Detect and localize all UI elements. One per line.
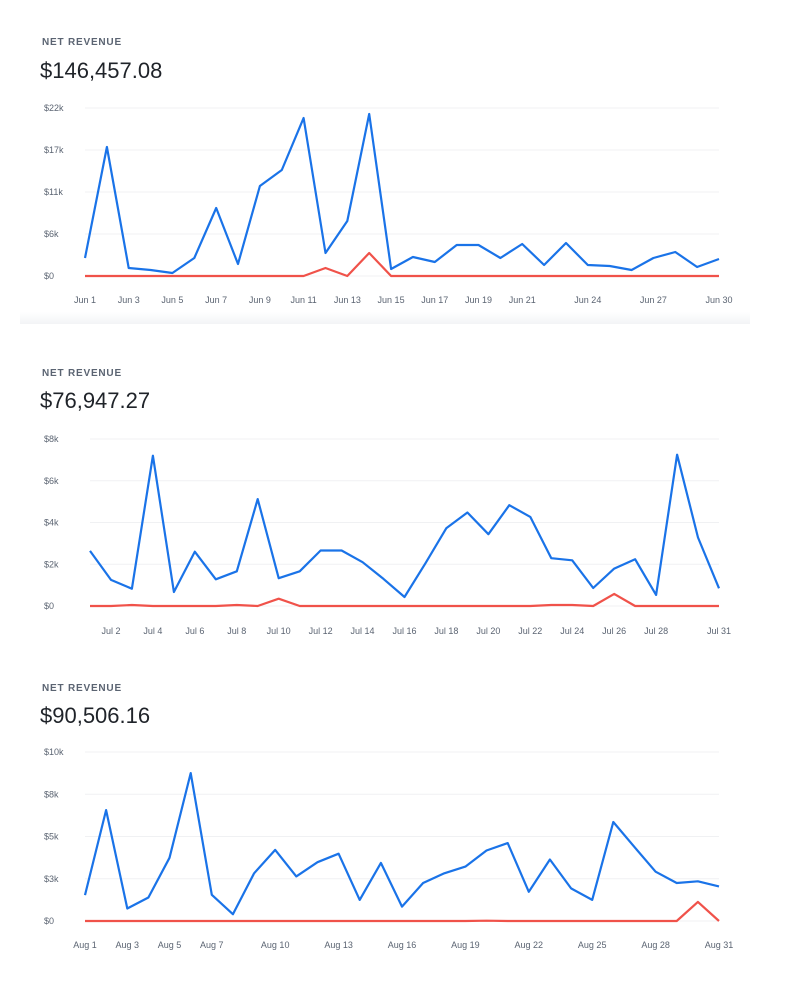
card-divider <box>20 312 750 324</box>
y-tick-label: $4k <box>44 518 59 528</box>
x-tick-label: Jun 21 <box>509 295 536 305</box>
x-tick-label: Jun 11 <box>290 295 316 305</box>
total-amount: $146,457.08 <box>40 58 163 83</box>
y-tick-label: $3k <box>44 874 59 884</box>
y-tick-label: $5k <box>44 832 59 842</box>
chart-title: NET REVENUE <box>42 683 122 694</box>
refunds-line <box>85 251 719 278</box>
x-tick-label: Jun 13 <box>334 295 361 305</box>
x-tick-label: Aug 13 <box>324 940 353 950</box>
x-tick-label: Jul 4 <box>143 626 162 636</box>
x-tick-label: Jun 7 <box>205 295 227 305</box>
x-tick-label: Jul 22 <box>518 626 542 636</box>
net-revenue-august-panel: NET REVENUE $90,506.16 $0 $3k $5k $8k $10k Au… <box>0 650 800 1000</box>
y-tick-label: $0 <box>44 271 54 281</box>
net-revenue-line <box>83 112 720 275</box>
refunds-line <box>90 592 719 608</box>
x-tick-label: Jun 17 <box>421 295 448 305</box>
y-tick-label: $8k <box>44 434 59 444</box>
x-tick-label: Jul 26 <box>602 626 626 636</box>
x-tick-label: Aug 28 <box>641 940 670 950</box>
x-tick-label: Jun 1 <box>74 295 96 305</box>
june-revenue-chart: $0 $6k $11k $17k $22k Jun 1 Jun 3 Jun 5 Jun 7 Jun… <box>44 103 733 305</box>
x-tick-label: Jun 5 <box>161 295 183 305</box>
y-tick-label: $0 <box>44 916 54 926</box>
net-revenue-line <box>83 771 720 916</box>
x-tick-label: Jul 31 <box>707 626 731 636</box>
x-tick-label: Aug 16 <box>388 940 417 950</box>
chart-title: NET REVENUE <box>42 368 122 379</box>
x-tick-label: Jul 20 <box>476 626 500 636</box>
x-tick-label: Jun 27 <box>640 295 667 305</box>
y-tick-label: $8k <box>44 789 59 799</box>
x-tick-label: Aug 5 <box>158 940 182 950</box>
x-tick-label: Aug 1 <box>73 940 97 950</box>
x-tick-label: Jul 16 <box>392 626 416 636</box>
x-tick-label: Jul 12 <box>309 626 333 636</box>
x-tick-label: Jul 6 <box>185 626 204 636</box>
refunds-line <box>85 900 720 923</box>
x-tick-label: Jun 15 <box>378 295 405 305</box>
x-tick-label: Aug 22 <box>515 940 544 950</box>
y-tick-label: $2k <box>44 559 59 569</box>
total-amount: $76,947.27 <box>40 388 151 413</box>
x-tick-label: Jul 2 <box>101 626 120 636</box>
x-tick-label: Aug 31 <box>705 940 734 950</box>
y-tick-label: $17k <box>44 145 64 155</box>
y-tick-label: $6k <box>44 476 59 486</box>
chart-title: NET REVENUE <box>42 37 122 48</box>
x-tick-label: Jul 8 <box>227 626 246 636</box>
x-tick-label: Aug 19 <box>451 940 480 950</box>
x-tick-label: Jul 10 <box>267 626 291 636</box>
x-tick-label: Jul 28 <box>644 626 668 636</box>
x-tick-label: Jun 24 <box>574 295 601 305</box>
y-tick-label: $6k <box>44 229 59 239</box>
net-revenue-june-panel: NET REVENUE $146,457.08 $0 $6k $11k $17k $22… <box>0 0 800 330</box>
x-tick-label: Jun 9 <box>249 295 271 305</box>
total-amount: $90,506.16 <box>40 703 151 728</box>
y-tick-label: $10k <box>44 747 64 757</box>
y-tick-label: $0 <box>44 601 54 611</box>
net-revenue-line <box>89 453 721 599</box>
x-tick-label: Jul 18 <box>434 626 458 636</box>
x-tick-label: Aug 10 <box>261 940 290 950</box>
x-tick-label: Aug 3 <box>116 940 140 950</box>
y-tick-label: $11k <box>44 187 63 197</box>
x-tick-label: Jul 24 <box>560 626 584 636</box>
net-revenue-july-panel: NET REVENUE $76,947.27 $0 $2k $4k $6k $8k Jul… <box>0 330 800 650</box>
august-revenue-chart: $0 $3k $5k $8k $10k Aug 1 Aug 3 Aug 5 Aug 7 Aug 1… <box>44 747 734 950</box>
july-revenue-chart: $0 $2k $4k $6k $8k Jul 2 Jul 4 Jul 6 Jul 8 Jul 10… <box>44 434 731 636</box>
x-tick-label: Jun 19 <box>465 295 492 305</box>
x-tick-label: Jun 30 <box>705 295 732 305</box>
x-tick-label: Jul 14 <box>351 626 375 636</box>
x-tick-label: Jun 3 <box>118 295 140 305</box>
y-tick-label: $22k <box>44 103 64 113</box>
x-tick-label: Aug 25 <box>578 940 607 950</box>
x-tick-label: Aug 7 <box>200 940 224 950</box>
